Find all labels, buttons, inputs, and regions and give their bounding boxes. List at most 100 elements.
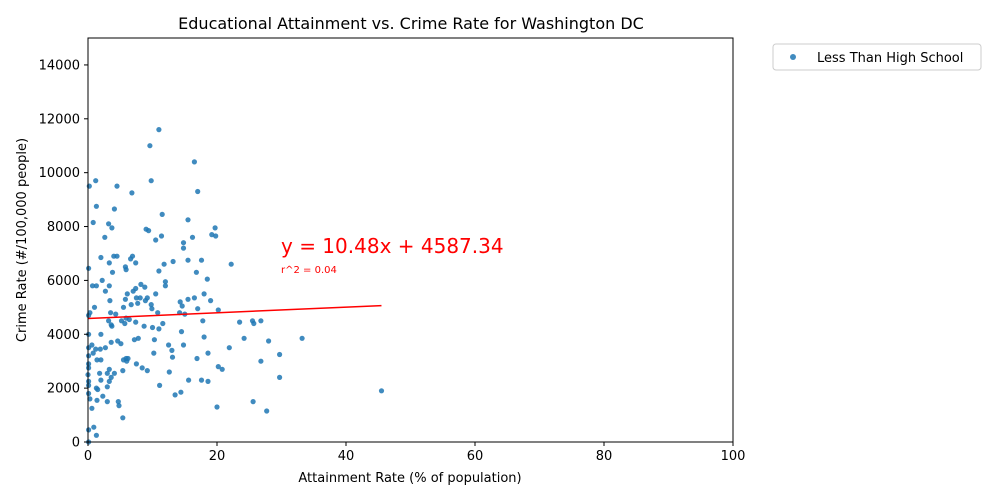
data-point — [198, 377, 205, 383]
data-point — [149, 324, 156, 331]
y-tick-label: 10000 — [39, 166, 80, 181]
data-point — [299, 335, 305, 341]
data-point — [90, 350, 96, 356]
data-point — [86, 365, 92, 371]
regression-line — [87, 304, 382, 320]
data-point — [86, 345, 92, 351]
data-point — [120, 415, 126, 421]
data-point — [178, 389, 184, 395]
data-point — [102, 345, 108, 351]
data-point — [98, 357, 104, 363]
data-point — [86, 361, 92, 367]
x-tick-label: 80 — [596, 449, 613, 464]
x-tick-label: 100 — [721, 449, 746, 464]
data-point — [87, 396, 93, 402]
data-point — [131, 337, 137, 343]
data-point — [137, 295, 143, 301]
data-point — [102, 234, 108, 240]
data-point — [106, 378, 112, 384]
data-point — [98, 377, 104, 383]
regression-equation: y = 10.48x + 4587.34 — [281, 234, 504, 258]
data-point — [97, 346, 103, 352]
data-point — [198, 257, 205, 263]
data-point — [87, 310, 93, 316]
y-tick-label: 12000 — [39, 112, 80, 127]
data-point — [104, 399, 110, 405]
data-point — [104, 384, 110, 390]
data-point — [205, 350, 211, 356]
data-point — [195, 306, 201, 312]
data-point — [151, 337, 157, 343]
data-point — [106, 318, 112, 324]
data-point — [166, 342, 172, 348]
data-point — [153, 237, 159, 243]
data-point — [114, 253, 120, 259]
data-point — [116, 403, 122, 409]
data-point — [86, 390, 92, 397]
data-point — [122, 320, 128, 327]
data-point — [107, 298, 113, 304]
data-point — [180, 245, 187, 251]
data-point — [186, 377, 192, 383]
data-point — [86, 353, 92, 359]
legend-label: Less Than High School — [817, 51, 963, 66]
data-point — [106, 260, 112, 266]
x-tick-label: 20 — [209, 449, 226, 464]
data-point — [215, 364, 221, 370]
data-point — [178, 329, 185, 335]
data-point — [219, 366, 225, 372]
y-tick-label: 4000 — [47, 328, 80, 343]
data-point — [185, 257, 191, 263]
data-point — [191, 159, 197, 165]
data-point — [109, 225, 115, 231]
data-point — [108, 339, 114, 345]
data-point — [115, 399, 121, 405]
data-point — [166, 369, 172, 375]
data-point — [120, 368, 126, 374]
data-point — [226, 345, 232, 351]
data-point — [277, 374, 283, 380]
data-point — [277, 351, 283, 358]
data-point — [86, 378, 92, 384]
data-point — [155, 310, 161, 316]
plot-points — [85, 127, 385, 445]
legend: Less Than High School — [772, 43, 982, 71]
data-point — [250, 399, 256, 405]
data-point — [93, 346, 99, 352]
x-axis-ticks: 0 20 40 60 80 100 — [84, 442, 746, 464]
data-point — [106, 221, 112, 227]
data-point — [204, 276, 210, 282]
data-point — [111, 206, 117, 212]
data-point — [129, 253, 136, 259]
data-point — [185, 296, 191, 302]
data-point — [114, 183, 120, 189]
data-point — [258, 318, 264, 324]
data-point — [169, 347, 175, 353]
data-point — [160, 320, 166, 327]
data-point — [153, 291, 159, 297]
data-point — [86, 331, 92, 337]
data-point — [125, 355, 131, 362]
y-axis-ticks: 0 2000 4000 6000 8000 10000 12000 14000 — [39, 58, 88, 451]
data-point — [142, 284, 148, 290]
data-point — [237, 319, 243, 325]
data-point — [264, 408, 270, 414]
data-point — [158, 233, 165, 239]
data-point — [111, 370, 117, 376]
data-point — [169, 354, 176, 360]
data-point — [89, 283, 96, 289]
data-point — [123, 267, 129, 273]
data-point — [201, 334, 207, 340]
data-point — [138, 281, 144, 287]
data-point — [162, 279, 168, 285]
data-point — [156, 268, 162, 274]
data-point — [180, 240, 187, 246]
data-point — [86, 183, 92, 189]
data-point — [91, 424, 97, 430]
data-point — [91, 304, 98, 310]
x-tick-label: 60 — [467, 449, 484, 464]
data-point — [97, 370, 103, 376]
data-point — [159, 211, 165, 217]
data-point — [189, 234, 196, 240]
